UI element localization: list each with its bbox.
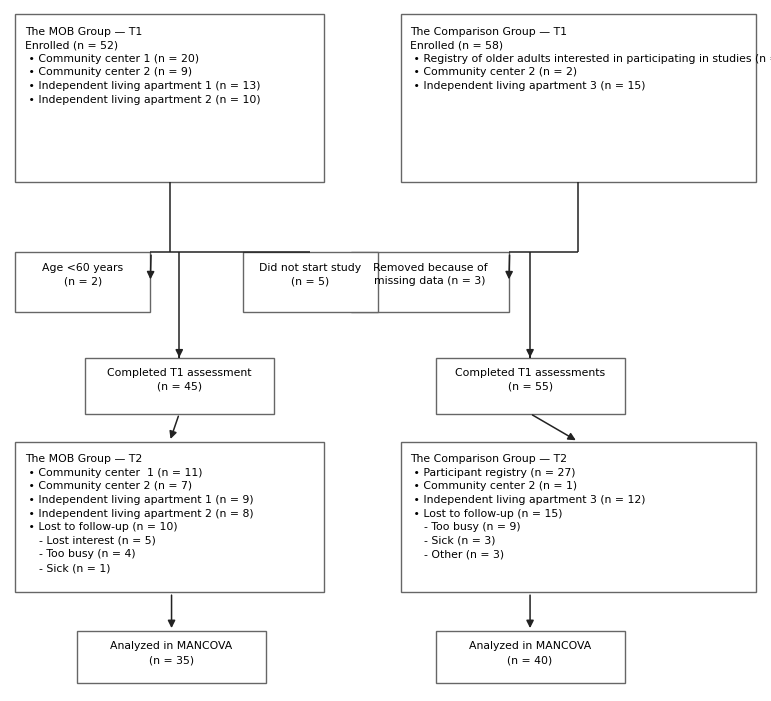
Text: Completed T1 assessment
(n = 45): Completed T1 assessment (n = 45) <box>107 368 251 392</box>
Bar <box>351 252 509 312</box>
Text: Analyzed in MANCOVA
(n = 35): Analyzed in MANCOVA (n = 35) <box>110 641 233 665</box>
Text: Analyzed in MANCOVA
(n = 40): Analyzed in MANCOVA (n = 40) <box>469 641 591 665</box>
Bar <box>436 358 625 414</box>
Text: Did not start study
(n = 5): Did not start study (n = 5) <box>259 263 362 287</box>
Text: The Comparison Group — T1
Enrolled (n = 58)
 • Registry of older adults interest: The Comparison Group — T1 Enrolled (n = … <box>410 27 771 91</box>
Bar <box>77 631 266 683</box>
Text: The MOB Group — T2
 • Community center  1 (n = 11)
 • Community center 2 (n = 7): The MOB Group — T2 • Community center 1 … <box>25 454 254 573</box>
Bar <box>401 14 756 182</box>
Text: Age <60 years
(n = 2): Age <60 years (n = 2) <box>42 263 123 287</box>
Bar <box>15 442 324 592</box>
Bar <box>401 442 756 592</box>
Text: Removed because of
missing data (n = 3): Removed because of missing data (n = 3) <box>372 263 487 287</box>
Bar <box>85 358 274 414</box>
Bar <box>15 14 324 182</box>
Text: Completed T1 assessments
(n = 55): Completed T1 assessments (n = 55) <box>455 368 605 392</box>
Bar <box>436 631 625 683</box>
Text: The MOB Group — T1
Enrolled (n = 52)
 • Community center 1 (n = 20)
 • Community: The MOB Group — T1 Enrolled (n = 52) • C… <box>25 27 261 104</box>
Text: The Comparison Group — T2
 • Participant registry (n = 27)
 • Community center 2: The Comparison Group — T2 • Participant … <box>410 454 645 559</box>
Bar <box>15 252 150 312</box>
Bar <box>243 252 378 312</box>
